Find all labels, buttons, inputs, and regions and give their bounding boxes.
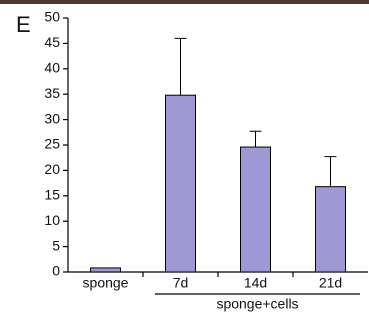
y-tick-label: 5 (52, 237, 60, 253)
error-bar (325, 157, 337, 187)
panel-label: E (16, 12, 31, 37)
chart: E 0 5 10 15 20 25 30 35 40 45 50 sponge 7d 14d 21d spon… (0, 0, 369, 314)
y-tick-label: 15 (44, 187, 60, 203)
y-tick-label: 50 (44, 9, 60, 25)
y-tick-label: 0 (52, 263, 60, 279)
group-label: sponge+cells (216, 296, 298, 312)
y-tick-label: 45 (44, 34, 60, 50)
y-tick-label: 35 (44, 85, 60, 101)
photo-strip (0, 0, 369, 4)
x-tick-label: 21d (319, 275, 342, 291)
bar (316, 187, 346, 272)
x-tick-label: 7d (173, 275, 189, 291)
bar (241, 147, 271, 272)
y-tick-label: 20 (44, 161, 60, 177)
error-bar (175, 38, 187, 95)
error-bar (250, 131, 262, 147)
x-tick-label: sponge (83, 275, 129, 291)
y-tick-label: 30 (44, 110, 60, 126)
bar (91, 268, 121, 272)
y-tick-label: 10 (44, 212, 60, 228)
x-tick-label: 14d (244, 275, 267, 291)
y-tick-label: 25 (44, 136, 60, 152)
bar (166, 95, 196, 272)
y-tick-label: 40 (44, 60, 60, 76)
